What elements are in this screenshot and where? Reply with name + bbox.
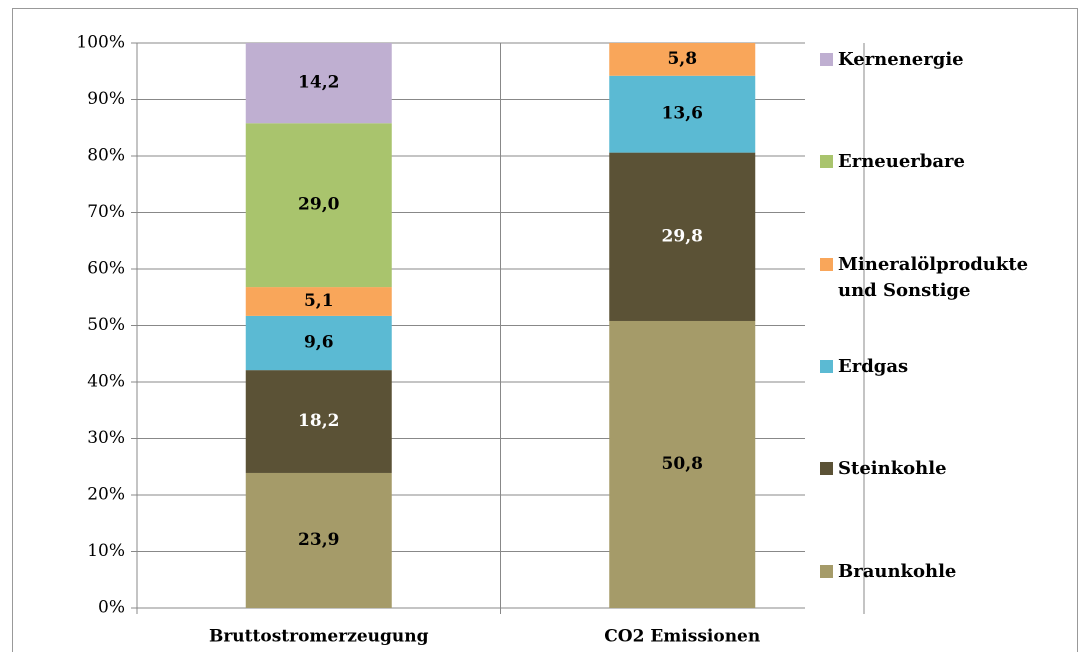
bar-segment <box>609 43 756 76</box>
legend-swatch <box>820 53 833 66</box>
legend-label: Erdgas <box>838 355 909 377</box>
legend-swatch <box>820 359 833 373</box>
y-tick-label: 20% <box>87 485 125 505</box>
legend-item: Steinkohle <box>820 456 1070 482</box>
bar-segment <box>245 43 392 124</box>
legend-swatch <box>820 155 833 169</box>
legend-label: Kernenergie <box>838 49 964 70</box>
x-tick-label: CO2 Emissionen <box>604 627 760 647</box>
bar-segment <box>245 123 392 288</box>
legend-swatch <box>820 462 833 476</box>
data-label: 14,2 <box>298 73 339 93</box>
data-label: 23,9 <box>298 530 339 550</box>
legend-item: Braunkohle <box>820 559 1070 585</box>
legend-label: Braunkohle <box>838 560 957 582</box>
y-tick-label: 60% <box>87 259 125 279</box>
legend-label: Mineralölprodukte und Sonstige <box>838 253 1029 301</box>
y-tick-label: 70% <box>87 202 125 222</box>
data-label: 9,6 <box>304 333 334 353</box>
legend-label: Erneuerbare <box>838 151 965 173</box>
bar-segment <box>245 287 392 316</box>
y-tick-label: 0% <box>98 598 125 618</box>
data-label: 13,6 <box>662 104 703 124</box>
bar-segment <box>245 370 392 473</box>
legend-item: Kernenergie <box>820 47 1070 73</box>
bar-segment <box>609 75 756 153</box>
legend-swatch <box>820 257 833 271</box>
bar-segment <box>245 315 392 371</box>
data-label: 18,2 <box>298 411 339 431</box>
legend-item: Mineralölprodukte und Sonstige <box>820 252 1070 304</box>
data-label: 5,1 <box>304 291 334 311</box>
y-tick-label: 40% <box>87 372 125 392</box>
y-tick-label: 50% <box>87 315 125 335</box>
legend-swatch <box>820 564 833 578</box>
y-tick-label: 90% <box>87 89 125 109</box>
bar-segment <box>609 320 756 608</box>
y-tick-label: 100% <box>76 33 125 53</box>
frame <box>12 8 1078 652</box>
data-label: 29,8 <box>662 226 703 246</box>
y-tick-label: 30% <box>87 428 125 448</box>
legend-label: Steinkohle <box>838 458 947 480</box>
data-label: 5,8 <box>667 49 697 69</box>
y-tick-label: 80% <box>87 146 125 166</box>
bar-segment <box>609 152 756 321</box>
legend-item: Erneuerbare <box>820 149 1070 175</box>
x-tick-label: Bruttostromerzeugung <box>209 627 429 647</box>
y-tick-label: 10% <box>87 541 125 561</box>
bar-segment <box>245 472 392 608</box>
data-label: 29,0 <box>298 195 340 215</box>
legend-item: Erdgas <box>820 354 1070 380</box>
data-label: 50,8 <box>662 454 703 474</box>
